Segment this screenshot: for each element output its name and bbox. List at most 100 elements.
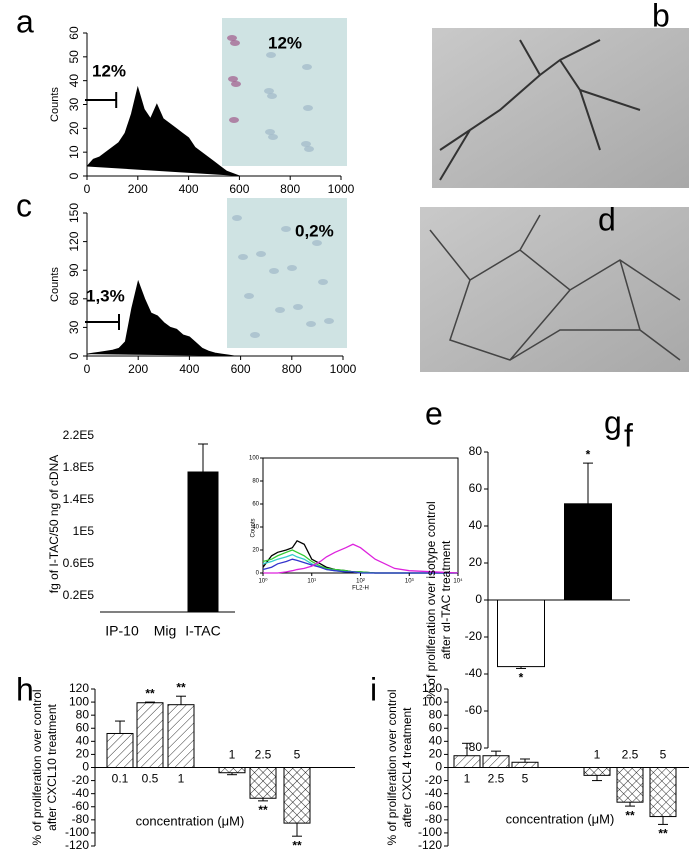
- bar: [497, 599, 545, 668]
- significance: **: [292, 838, 302, 852]
- y-tick-label: 40: [76, 734, 90, 748]
- annotation: 0,2%: [295, 221, 334, 240]
- cell: [275, 307, 285, 313]
- y-axis-label: % of proliferation over isotype control: [424, 501, 438, 698]
- y-tick-label: 80: [469, 444, 483, 458]
- y-tick-label: 0.2E5: [63, 588, 95, 602]
- y-tick-label: 30: [67, 98, 81, 112]
- x-tick-label: 0: [84, 362, 91, 376]
- significance: **: [258, 803, 268, 817]
- histogram-area: [86, 279, 241, 357]
- cell: [256, 251, 266, 257]
- y-tick-label: -60: [425, 799, 443, 813]
- y-tick-label: 40: [469, 518, 483, 532]
- y-tick-label: -80: [72, 812, 90, 826]
- y-tick-label: 20: [429, 747, 443, 761]
- y-tick-label: 40: [429, 734, 443, 748]
- y-tick-label: 120: [67, 231, 81, 251]
- x-tick-label: 800: [282, 362, 302, 376]
- y-axis-label: % of proliferation over control: [30, 689, 44, 845]
- y-tick-label: -100: [65, 825, 89, 839]
- significance: *: [519, 671, 524, 685]
- x-tick-label: 5: [522, 772, 529, 786]
- cell: [306, 321, 316, 327]
- y-tick-label: 100: [69, 694, 89, 708]
- cell: [227, 35, 237, 41]
- y-tick-label: 150: [67, 203, 81, 223]
- y-tick-label: -20: [465, 629, 483, 643]
- x-tick-label: 600: [229, 182, 249, 196]
- panel-letter: f: [624, 417, 633, 453]
- y-tick-label: 0: [67, 172, 81, 179]
- cell: [312, 240, 322, 246]
- x-tick-label: 5: [294, 748, 301, 762]
- bar: [453, 755, 481, 768]
- x-tick-label: 0.1: [112, 772, 129, 786]
- y-tick-label: 2.2E5: [63, 428, 95, 442]
- bar: [511, 761, 539, 768]
- x-tick-label: 10¹: [307, 579, 316, 585]
- y-tick-label: 1.8E5: [63, 460, 95, 474]
- annotation: 12%: [92, 61, 126, 80]
- y-tick-label: 0: [475, 592, 482, 606]
- tube-network: [439, 39, 641, 181]
- panel-letter: g: [604, 404, 622, 440]
- y-tick-label: 50: [67, 50, 81, 64]
- y-tick-label: 20: [252, 548, 259, 554]
- x-tick-label: 10²: [356, 579, 365, 585]
- cell: [230, 40, 240, 46]
- x-tick-label: 800: [280, 182, 300, 196]
- y-tick-label: -60: [465, 703, 483, 717]
- y-tick-label: 0: [67, 352, 81, 359]
- y-tick-label: 60: [67, 292, 81, 306]
- x-tick-label: 1: [178, 772, 185, 786]
- y-tick-label: 0: [82, 760, 89, 774]
- bar: [649, 767, 677, 818]
- x-tick-label: I-TAC: [185, 623, 221, 639]
- y-axis-label: after CXCL4 treatment: [400, 707, 414, 828]
- y-tick-label: 40: [67, 74, 81, 88]
- y-tick-label: -120: [65, 838, 89, 852]
- x-tick-label: 1000: [328, 182, 355, 196]
- y-axis-label: % of proliferation over control: [385, 689, 399, 845]
- x-tick-label: Mig: [154, 623, 177, 639]
- y-tick-label: 60: [429, 720, 443, 734]
- y-tick-label: 1.4E5: [63, 492, 95, 506]
- y-tick-label: -20: [425, 773, 443, 787]
- y-tick-label: 80: [76, 707, 90, 721]
- panel-letter: d: [598, 201, 616, 237]
- y-tick-label: 90: [67, 263, 81, 277]
- cell: [318, 279, 328, 285]
- y-axis-label: Counts: [251, 518, 257, 537]
- significance: **: [625, 808, 635, 822]
- y-tick-label: -100: [418, 825, 442, 839]
- y-tick-label: -40: [72, 786, 90, 800]
- annotation: 1,3%: [86, 286, 125, 305]
- x-tick-label: 2.5: [622, 748, 639, 762]
- tube-network: [429, 214, 681, 361]
- y-tick-label: 20: [67, 121, 81, 135]
- y-axis-label: after CXCL10 treatment: [45, 703, 59, 830]
- y-tick-label: -120: [418, 838, 442, 852]
- micrograph-b: [432, 28, 689, 188]
- series-line: [263, 543, 459, 574]
- cell: [302, 64, 312, 70]
- series-line: [262, 558, 458, 574]
- y-axis-label: after αI-TAC treatment: [439, 540, 453, 659]
- x-tick-label: 1: [464, 772, 471, 786]
- y-tick-label: 1E5: [73, 524, 95, 538]
- bar: [482, 755, 510, 768]
- y-tick-label: -60: [72, 799, 90, 813]
- cell: [231, 81, 241, 87]
- y-tick-label: 60: [67, 26, 81, 40]
- cell: [324, 318, 334, 324]
- bar: [106, 732, 134, 769]
- x-axis-label: concentration (μM): [136, 813, 245, 828]
- significance: **: [145, 686, 155, 700]
- panel-letter: h: [16, 671, 34, 707]
- x-tick-label: 1: [229, 748, 236, 762]
- annotation: 12%: [268, 33, 302, 52]
- bar: [167, 704, 195, 769]
- significance: **: [176, 680, 186, 694]
